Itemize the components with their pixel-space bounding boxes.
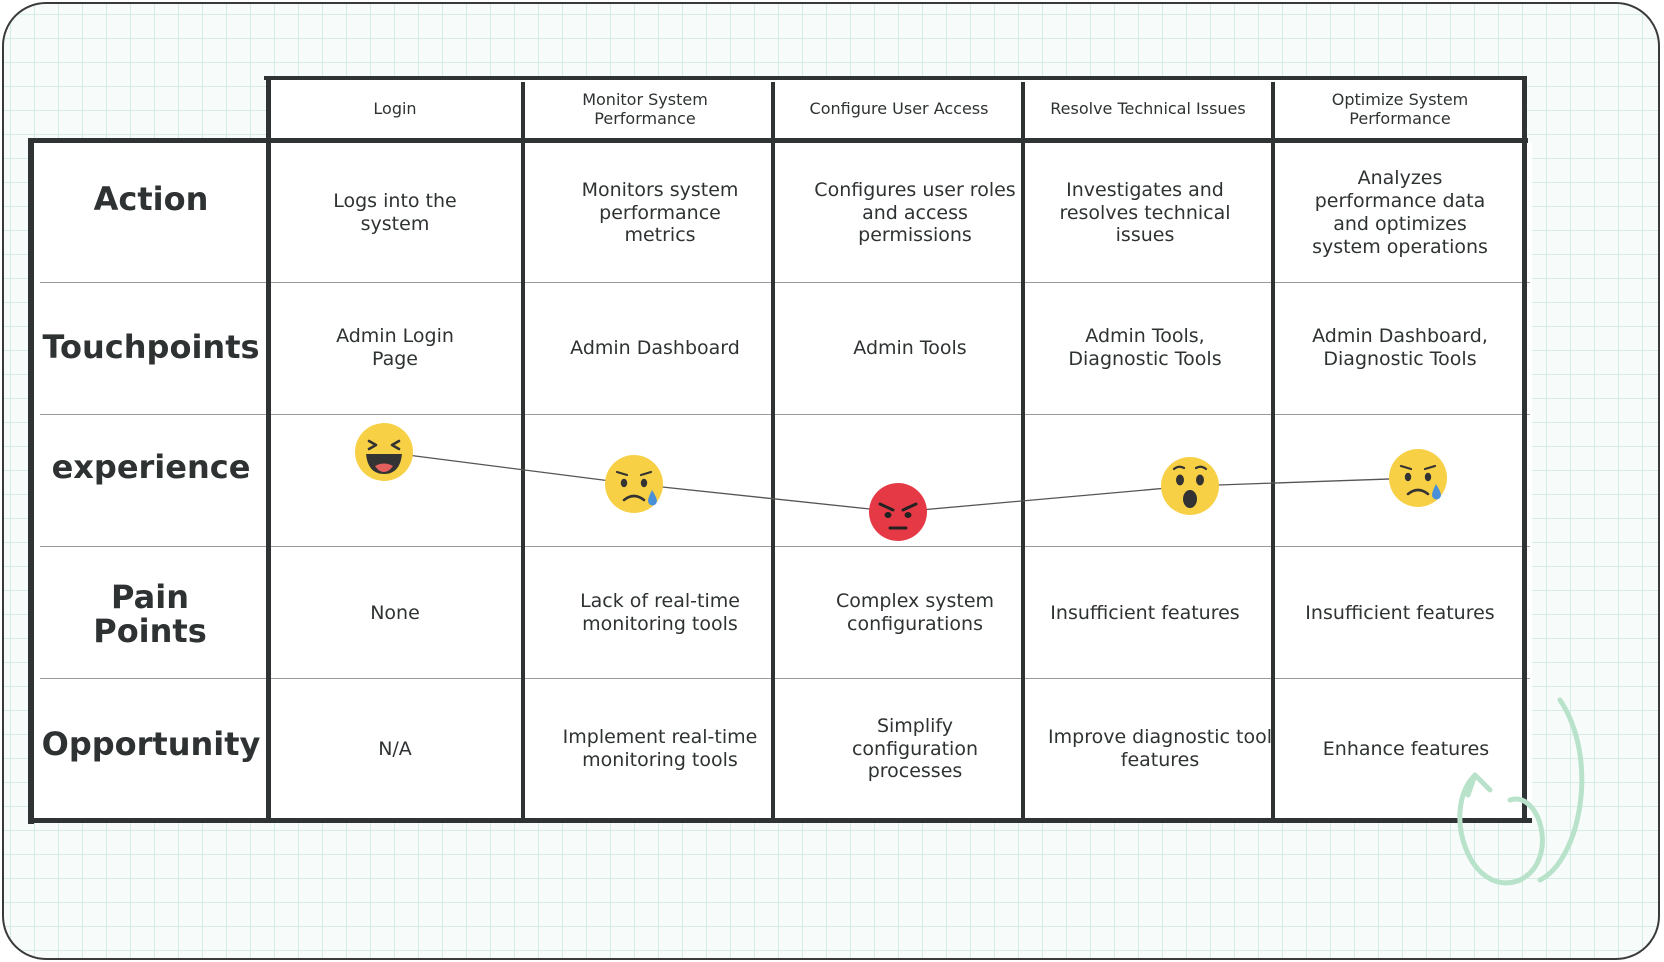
opportunity-cell: Implement real-time monitoring tools: [562, 726, 758, 771]
surprised-emoji-icon: [1161, 457, 1219, 515]
stage-header-resolve: Resolve Technical Issues: [1050, 99, 1246, 119]
stage-header-login: Login: [373, 99, 417, 119]
action-cell: Configures user roles and access permiss…: [814, 178, 1016, 247]
header-row-background: [268, 80, 1524, 138]
table-bottom-border: [34, 818, 1532, 823]
row-label-opportunity: Opportunity: [41, 725, 261, 764]
column-divider: [521, 82, 525, 822]
stage-header-configure: Configure User Access: [809, 99, 989, 119]
column-divider: [1271, 82, 1275, 822]
row-label-action: Action: [93, 180, 209, 219]
touchpoint-cell: Admin Login Page: [336, 325, 454, 370]
decorative-swirl-icon: [1457, 697, 1585, 886]
stage-header-monitor: Monitor System Performance: [582, 89, 708, 128]
row-label-touchpoints: Touchpoints: [42, 328, 260, 367]
sad-emoji-icon: [605, 455, 663, 513]
column-divider: [1021, 82, 1025, 822]
action-cell: Monitors system performance metrics: [581, 178, 739, 247]
opportunity-cell: N/A: [378, 737, 412, 760]
opportunity-cell: Enhance features: [1322, 737, 1490, 760]
touchpoint-cell: Admin Tools: [853, 336, 967, 359]
table-right-border: [1522, 76, 1527, 822]
action-cell: Logs into the system: [333, 190, 457, 235]
touchpoint-cell: Admin Dashboard: [570, 336, 740, 359]
pain-point-cell: None: [370, 601, 420, 624]
header-top-border: [264, 76, 1526, 80]
touchpoint-cell: Admin Tools, Diagnostic Tools: [1068, 325, 1222, 370]
action-cell: Investigates and resolves technical issu…: [1059, 178, 1231, 247]
touchpoint-cell: Admin Dashboard, Diagnostic Tools: [1312, 325, 1488, 370]
row-divider: [40, 678, 1530, 679]
laughing-emoji-icon: [355, 423, 413, 481]
row-label-pain-points: Pain Points: [93, 578, 207, 650]
table-body-background: [32, 142, 1532, 822]
angry-emoji-icon: [869, 483, 927, 541]
row-divider: [40, 546, 1530, 547]
opportunity-cell: Improve diagnostic tool features: [1048, 726, 1272, 771]
column-divider: [771, 82, 775, 822]
row-divider: [40, 282, 1530, 283]
table-left-border: [28, 140, 34, 824]
sad-emoji-icon: [1389, 449, 1447, 507]
label-column-border: [266, 78, 271, 822]
pain-point-cell: Insufficient features: [1050, 601, 1240, 624]
row-label-experience: experience: [51, 448, 251, 487]
pain-point-cell: Insufficient features: [1305, 601, 1495, 624]
opportunity-cell: Simplify configuration processes: [851, 714, 979, 783]
header-bottom-border: [28, 138, 1528, 143]
pain-point-cell: Complex system configurations: [835, 590, 995, 635]
row-divider: [40, 414, 1530, 415]
stage-header-optimize: Optimize System Performance: [1331, 89, 1469, 128]
action-cell: Analyzes performance data and optimizes …: [1312, 167, 1488, 258]
pain-point-cell: Lack of real-time monitoring tools: [580, 590, 740, 635]
